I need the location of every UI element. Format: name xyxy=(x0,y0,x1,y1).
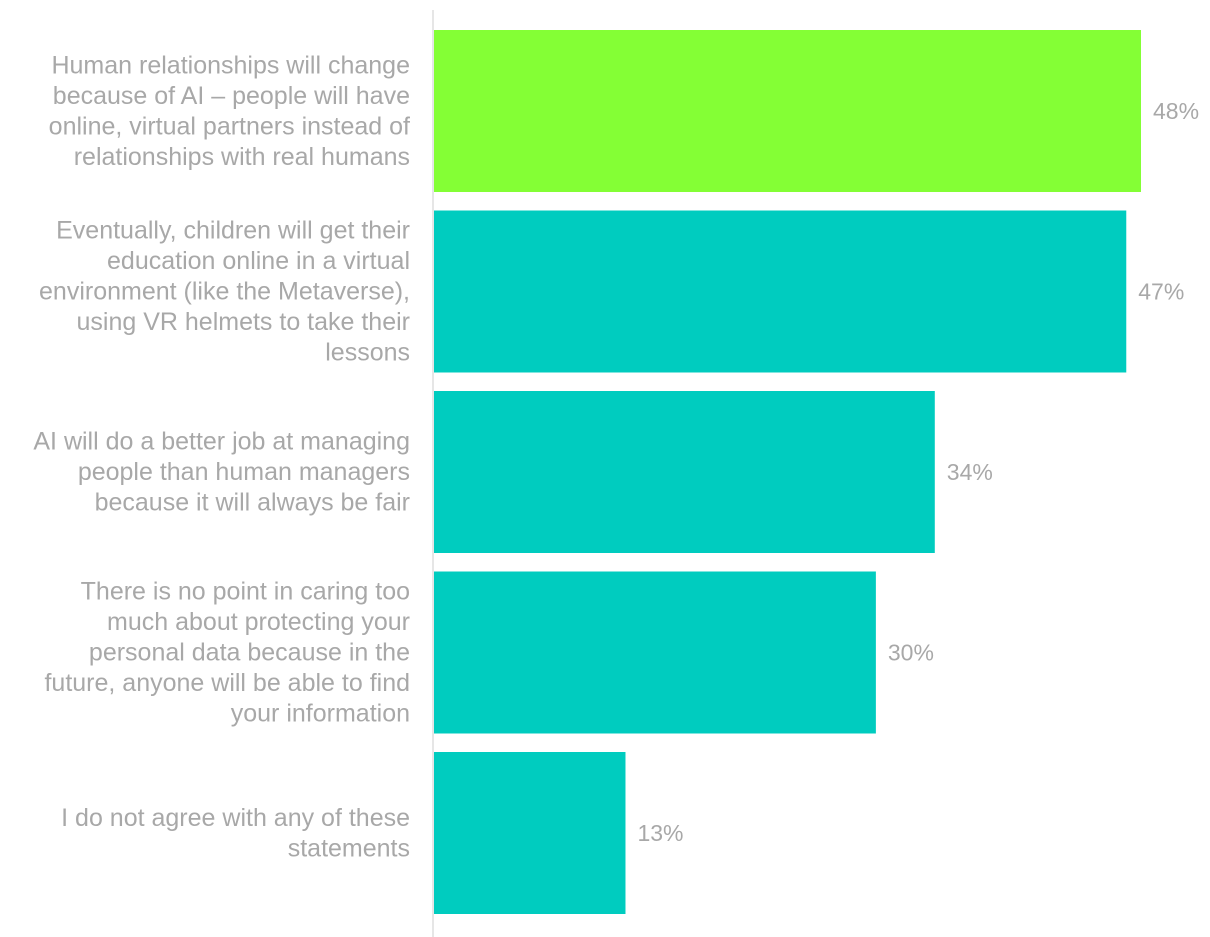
category-label-line: environment (like the Metaverse), xyxy=(39,278,410,306)
category-label-line: There is no point in caring too xyxy=(81,578,410,606)
category-label-line: people than human managers xyxy=(78,458,410,486)
bar-2 xyxy=(434,210,1127,373)
value-label-2: 47% xyxy=(1138,279,1184,305)
bar-4 xyxy=(434,571,876,734)
category-label-line: online, virtual partners instead of xyxy=(49,112,410,140)
bar-1 xyxy=(434,30,1141,192)
value-labels-group: 48% 47% 34% 30% 13% xyxy=(637,98,1199,846)
category-labels-group: Human relationships will change because o… xyxy=(33,51,410,862)
value-label-1: 48% xyxy=(1153,98,1199,124)
bars-group xyxy=(434,30,1141,914)
bar-5 xyxy=(434,752,626,914)
category-label-5: I do not agree with any of these statemen… xyxy=(61,804,410,863)
category-label-line: lessons xyxy=(325,339,410,367)
category-label-1: Human relationships will change because o… xyxy=(49,51,410,171)
category-label-line: future, anyone will be able to find xyxy=(44,669,410,697)
category-label-line: relationships with real humans xyxy=(74,143,410,171)
category-label-line: statements xyxy=(288,834,410,862)
category-label-line: education online in a virtual xyxy=(107,247,410,275)
category-label-line: using VR helmets to take their xyxy=(77,308,411,336)
category-label-2: Eventually, children will get their educa… xyxy=(39,217,410,367)
category-label-line: much about protecting your xyxy=(107,608,410,636)
value-label-3: 34% xyxy=(947,459,993,485)
category-label-3: AI will do a better job at managing peopl… xyxy=(33,428,410,517)
category-label-line: I do not agree with any of these xyxy=(61,804,410,832)
bar-3 xyxy=(434,391,935,553)
category-label-line: Human relationships will change xyxy=(51,51,410,79)
value-label-5: 13% xyxy=(637,820,683,846)
category-label-line: AI will do a better job at managing xyxy=(33,428,410,456)
category-label-line: Eventually, children will get their xyxy=(56,217,410,245)
category-label-line: your information xyxy=(231,700,410,728)
value-label-4: 30% xyxy=(888,640,934,666)
category-label-line: because it will always be fair xyxy=(95,489,410,517)
category-label-line: personal data because in the xyxy=(89,639,410,667)
category-label-line: because of AI – people will have xyxy=(53,82,410,110)
category-label-4: There is no point in caring too much abou… xyxy=(44,578,410,728)
